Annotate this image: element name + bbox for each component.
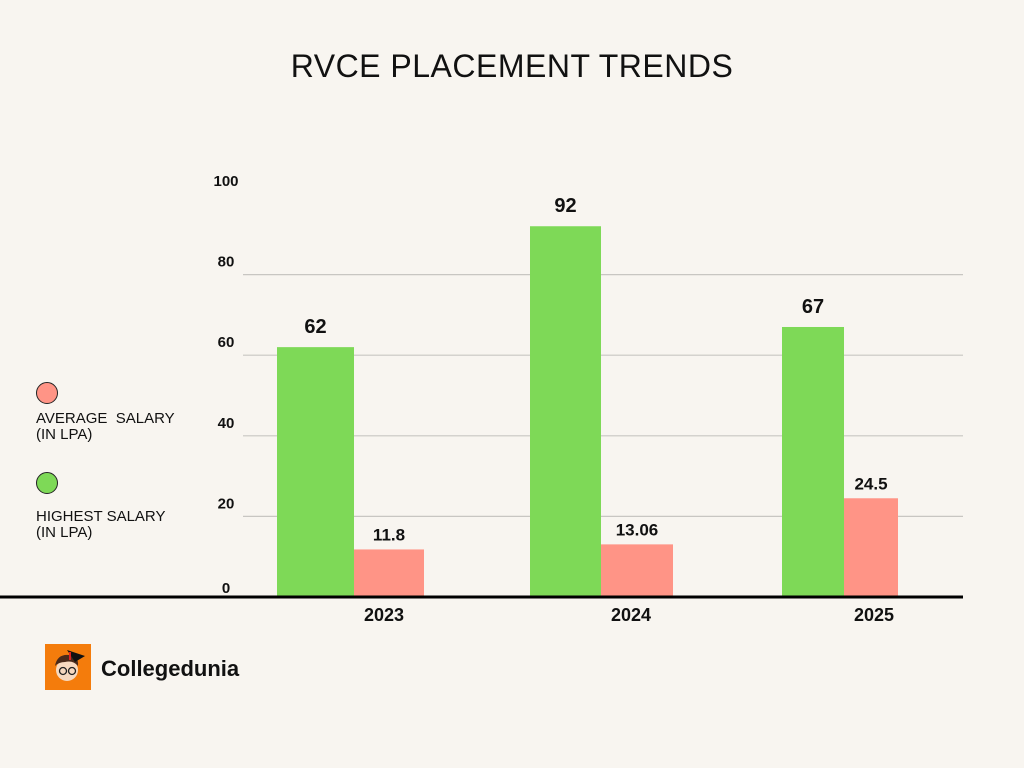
y-tick-label: 20 — [218, 495, 235, 512]
y-tick-label: 80 — [218, 254, 235, 271]
legend-dot-highest — [36, 472, 58, 494]
data-label-highest: 92 — [554, 195, 576, 217]
y-tick-label: 100 — [213, 173, 238, 190]
bar-highest-2023 — [277, 347, 354, 597]
data-label-highest: 67 — [802, 296, 824, 318]
bar-highest-2025 — [782, 326, 844, 597]
bar-average-2024 — [601, 544, 673, 597]
data-label-average: 24.5 — [854, 474, 887, 493]
y-tick-label: 40 — [218, 415, 235, 432]
bar-highest-2024 — [530, 226, 601, 598]
y-tick-label: 60 — [218, 334, 235, 351]
legend-label-average: AVERAGE SALARY (IN LPA) — [36, 410, 175, 443]
data-label-highest: 62 — [304, 316, 326, 338]
y-tick-label: 0 — [222, 580, 230, 597]
legend-dot-average — [36, 382, 58, 404]
bar-average-2025 — [844, 498, 898, 597]
data-label-average: 13.06 — [616, 520, 659, 539]
bar-average-2023 — [354, 549, 424, 597]
legend-label-highest: HIGHEST SALARY (IN LPA) — [36, 508, 166, 541]
brand-name: Collegedunia — [101, 656, 240, 681]
data-label-average: 11.8 — [373, 525, 405, 544]
collegedunia-logo — [45, 644, 91, 690]
x-tick-label: 2024 — [611, 605, 651, 625]
x-tick-label: 2023 — [364, 605, 404, 625]
chart-title: RVCE PLACEMENT TRENDS — [290, 48, 734, 84]
x-tick-label: 2025 — [854, 605, 894, 625]
